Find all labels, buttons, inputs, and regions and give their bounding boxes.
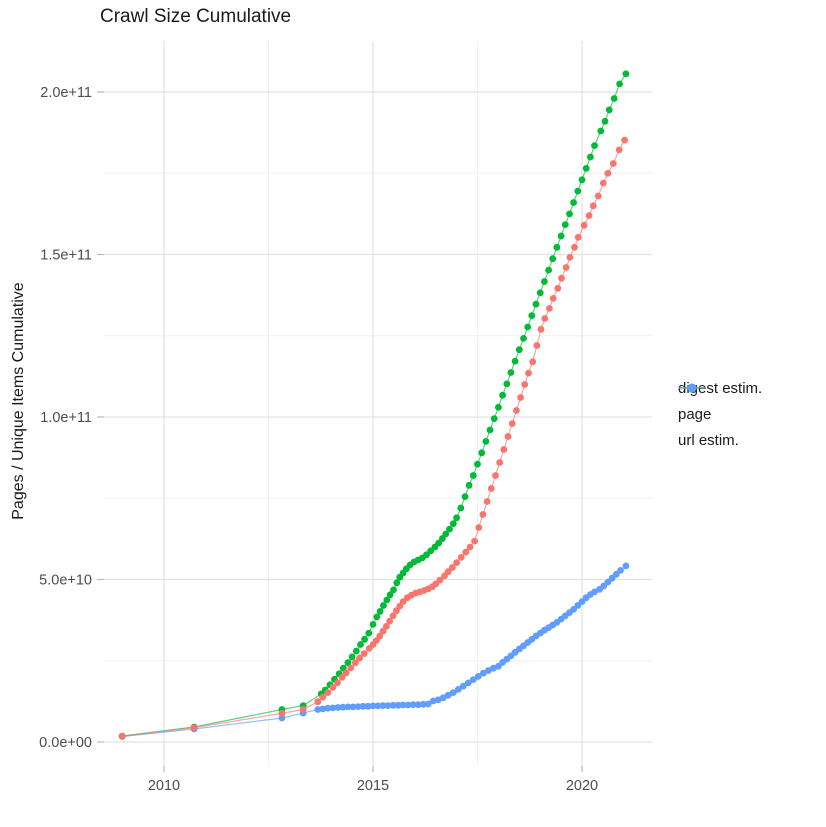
legend-key-url-estim	[679, 383, 705, 393]
legend: digest estim. page url estim.	[678, 380, 762, 449]
series-digest-estim	[118, 136, 628, 740]
svg-text:1.0e+11: 1.0e+11	[40, 410, 92, 426]
legend-label-digest-estim: digest estim.	[678, 380, 763, 397]
svg-text:2020: 2020	[566, 778, 598, 794]
svg-text:5.0e+10: 5.0e+10	[39, 573, 92, 589]
svg-text:2010: 2010	[148, 778, 180, 794]
y-tick-labels: 0.0e+00 5.0e+10 1.0e+11 1.5e+11 2.0e+11	[39, 85, 92, 751]
x-tick-labels: 2010 2015 2020	[148, 778, 598, 794]
svg-text:2.0e+11: 2.0e+11	[40, 85, 92, 101]
svg-text:1.5e+11: 1.5e+11	[40, 248, 92, 264]
legend-item-url-estim: url estim.	[678, 383, 762, 449]
gridlines-minor	[104, 41, 652, 766]
legend-label-page: page	[678, 406, 712, 423]
axis-ticks	[97, 91, 583, 772]
svg-text:0.0e+00: 0.0e+00	[39, 735, 92, 751]
series-page	[118, 70, 630, 740]
legend-item-page: page	[678, 383, 762, 423]
svg-text:2015: 2015	[357, 778, 389, 794]
series-url-estim	[118, 562, 630, 740]
chart-title: Crawl Size Cumulative	[100, 6, 292, 27]
gridlines-major	[104, 41, 652, 766]
legend-label-url-estim: url estim.	[678, 432, 739, 449]
